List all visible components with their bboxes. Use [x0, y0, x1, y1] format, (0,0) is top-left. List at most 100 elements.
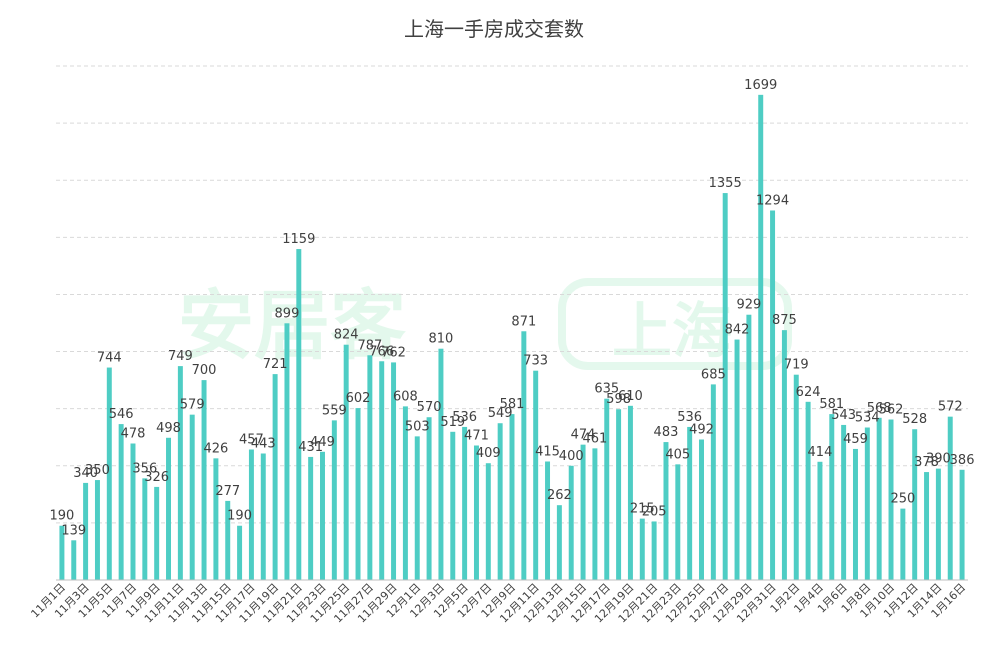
data-label: 483 [654, 425, 679, 440]
bar [391, 362, 397, 580]
data-label: 386 [950, 453, 975, 468]
data-label: 875 [772, 313, 797, 328]
data-label: 624 [796, 385, 821, 400]
bar [746, 314, 752, 580]
data-label: 929 [736, 298, 761, 313]
bar [545, 461, 551, 580]
bar [248, 449, 254, 580]
data-label: 579 [180, 398, 205, 413]
bar [852, 448, 858, 580]
bar [509, 414, 515, 580]
data-label: 250 [890, 492, 915, 507]
bar [154, 486, 160, 580]
bar [402, 406, 408, 580]
watermark-brand-text: 安居客 [178, 281, 406, 370]
bar [687, 426, 693, 580]
bar [130, 443, 136, 580]
data-label: 635 [594, 382, 619, 397]
bar [947, 416, 953, 580]
data-label: 492 [689, 423, 714, 438]
data-label: 598 [606, 392, 631, 407]
data-label: 749 [168, 349, 193, 364]
bar [379, 361, 385, 580]
data-labels: 1901393403507445464783563264987495797004… [50, 78, 975, 538]
bar [580, 444, 586, 580]
data-label: 400 [559, 449, 584, 464]
bar [639, 518, 645, 580]
data-label: 390 [926, 452, 951, 467]
bar [592, 448, 598, 580]
data-label: 356 [132, 461, 157, 476]
data-label: 449 [310, 435, 335, 450]
bar [651, 521, 657, 580]
bar [912, 429, 918, 580]
data-label: 610 [618, 389, 643, 404]
data-label: 549 [488, 406, 513, 421]
bar [841, 424, 847, 580]
data-label: 559 [322, 403, 347, 418]
anjuke-watermark: 安居客 上海 [178, 278, 792, 370]
bar [414, 436, 420, 580]
bar [568, 465, 574, 580]
bar [343, 344, 349, 580]
bar [521, 331, 527, 580]
bar [675, 464, 681, 580]
data-label: 546 [109, 407, 134, 422]
data-label: 415 [535, 444, 560, 459]
bar [296, 249, 302, 581]
watermark-city-text: 上海 [612, 297, 732, 367]
bar [710, 384, 716, 580]
bar [829, 414, 835, 580]
bar [213, 458, 219, 580]
data-label: 685 [701, 367, 726, 382]
data-label: 277 [215, 484, 240, 499]
data-label: 471 [464, 429, 489, 444]
bar [473, 445, 479, 580]
data-label: 474 [571, 428, 596, 443]
bar [758, 94, 764, 580]
bar [616, 409, 622, 580]
chart-title: 上海一手房成交套数 [404, 17, 584, 41]
data-label: 459 [843, 432, 868, 447]
data-label: 378 [914, 455, 939, 470]
data-label: 409 [476, 446, 501, 461]
bar [367, 355, 373, 580]
bar [106, 367, 112, 580]
bar [864, 427, 870, 580]
bar [272, 374, 278, 580]
data-label: 568 [867, 401, 892, 416]
data-label: 581 [500, 397, 525, 412]
bar [722, 193, 728, 580]
data-label: 426 [203, 441, 228, 456]
data-label: 262 [547, 488, 572, 503]
data-label: 461 [582, 431, 607, 446]
data-label: 581 [819, 397, 844, 412]
bar [876, 417, 882, 580]
data-label: 205 [642, 504, 667, 519]
bar [462, 426, 468, 580]
data-label: 744 [97, 351, 122, 366]
data-label: 431 [298, 440, 323, 455]
data-label: 608 [393, 389, 418, 404]
x-axis-ticks: 11月1日11月3日11月5日11月7日11月9日11月11日11月13日11月… [28, 581, 968, 626]
bar [83, 482, 89, 580]
bar [331, 420, 337, 580]
data-label: 842 [725, 323, 750, 338]
data-label: 139 [61, 523, 86, 538]
data-label: 519 [440, 415, 465, 430]
bar [556, 505, 562, 580]
bar [817, 461, 823, 580]
data-label: 824 [334, 328, 359, 343]
data-label: 543 [831, 408, 856, 423]
gridlines [56, 65, 968, 524]
bar [426, 417, 432, 580]
bar [497, 423, 503, 580]
bar [189, 414, 195, 580]
data-label: 787 [357, 338, 382, 353]
data-label: 350 [85, 463, 110, 478]
bar [308, 456, 314, 580]
data-label: 1294 [756, 193, 789, 208]
watermark-badge [558, 278, 792, 370]
data-label: 405 [665, 447, 690, 462]
